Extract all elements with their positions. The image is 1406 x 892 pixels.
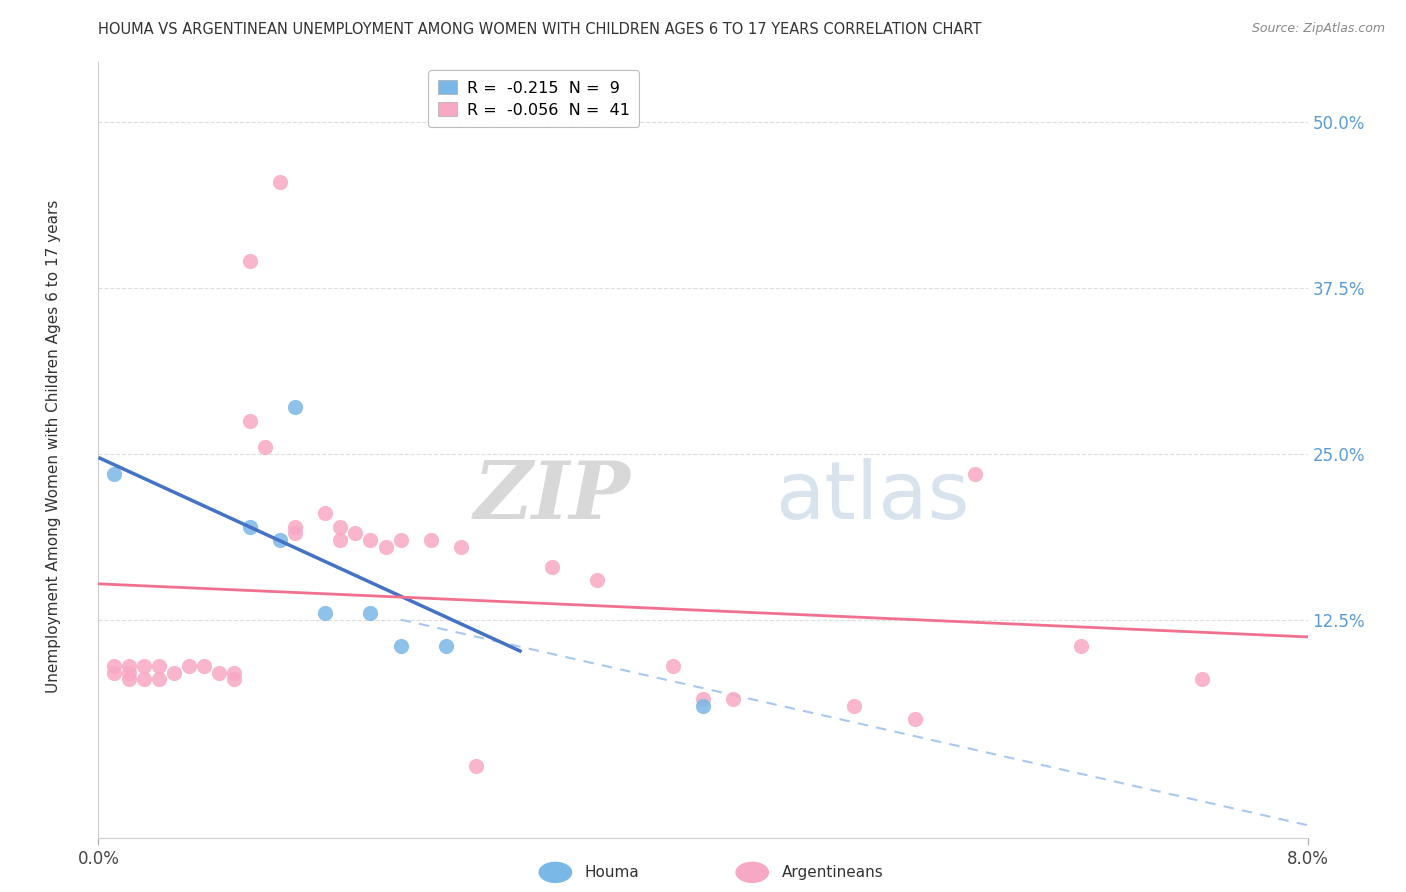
Point [118, 659, 141, 673]
Point [329, 533, 352, 547]
Point [465, 758, 488, 772]
Point [132, 673, 155, 687]
Point [284, 520, 307, 534]
Text: HOUMA VS ARGENTINEAN UNEMPLOYMENT AMONG WOMEN WITH CHILDREN AGES 6 TO 17 YEARS C: HOUMA VS ARGENTINEAN UNEMPLOYMENT AMONG … [98, 22, 981, 37]
Point [132, 659, 155, 673]
Point [374, 540, 396, 554]
Point [103, 467, 125, 481]
Point [269, 175, 291, 189]
Point [692, 698, 714, 713]
Point [360, 533, 382, 547]
Text: Source: ZipAtlas.com: Source: ZipAtlas.com [1251, 22, 1385, 36]
Point [163, 665, 186, 680]
Point [148, 673, 170, 687]
Point [269, 533, 291, 547]
Point [253, 440, 276, 454]
Point [904, 712, 927, 726]
Point [103, 659, 125, 673]
Point [723, 692, 745, 706]
Point [329, 520, 352, 534]
Text: Argentineans: Argentineans [782, 865, 883, 880]
Point [208, 665, 231, 680]
Point [193, 659, 215, 673]
Point [389, 533, 412, 547]
Point [1191, 673, 1213, 687]
Point [434, 639, 457, 653]
Point [450, 540, 472, 554]
Point [224, 665, 246, 680]
Point [179, 659, 201, 673]
Point [661, 659, 683, 673]
Point [420, 533, 443, 547]
Point [284, 526, 307, 541]
Point [692, 692, 714, 706]
Point [239, 520, 262, 534]
Point [284, 401, 307, 415]
Point [965, 467, 987, 481]
Point [360, 606, 382, 620]
Point [224, 673, 246, 687]
Point [103, 665, 125, 680]
Point [314, 507, 336, 521]
Point [314, 606, 336, 620]
Point [148, 659, 170, 673]
Point [118, 665, 141, 680]
Text: ZIP: ZIP [474, 458, 630, 536]
Point [1070, 639, 1092, 653]
Text: Houma: Houma [585, 865, 640, 880]
Legend: R =  -0.215  N =  9, R =  -0.056  N =  41: R = -0.215 N = 9, R = -0.056 N = 41 [429, 70, 640, 128]
Point [118, 673, 141, 687]
Point [344, 526, 367, 541]
Point [540, 559, 562, 574]
Text: atlas: atlas [776, 458, 970, 536]
Point [239, 254, 262, 268]
Point [239, 414, 262, 428]
Point [389, 639, 412, 653]
Point [586, 573, 609, 587]
Point [844, 698, 866, 713]
Text: Unemployment Among Women with Children Ages 6 to 17 years: Unemployment Among Women with Children A… [46, 199, 60, 693]
